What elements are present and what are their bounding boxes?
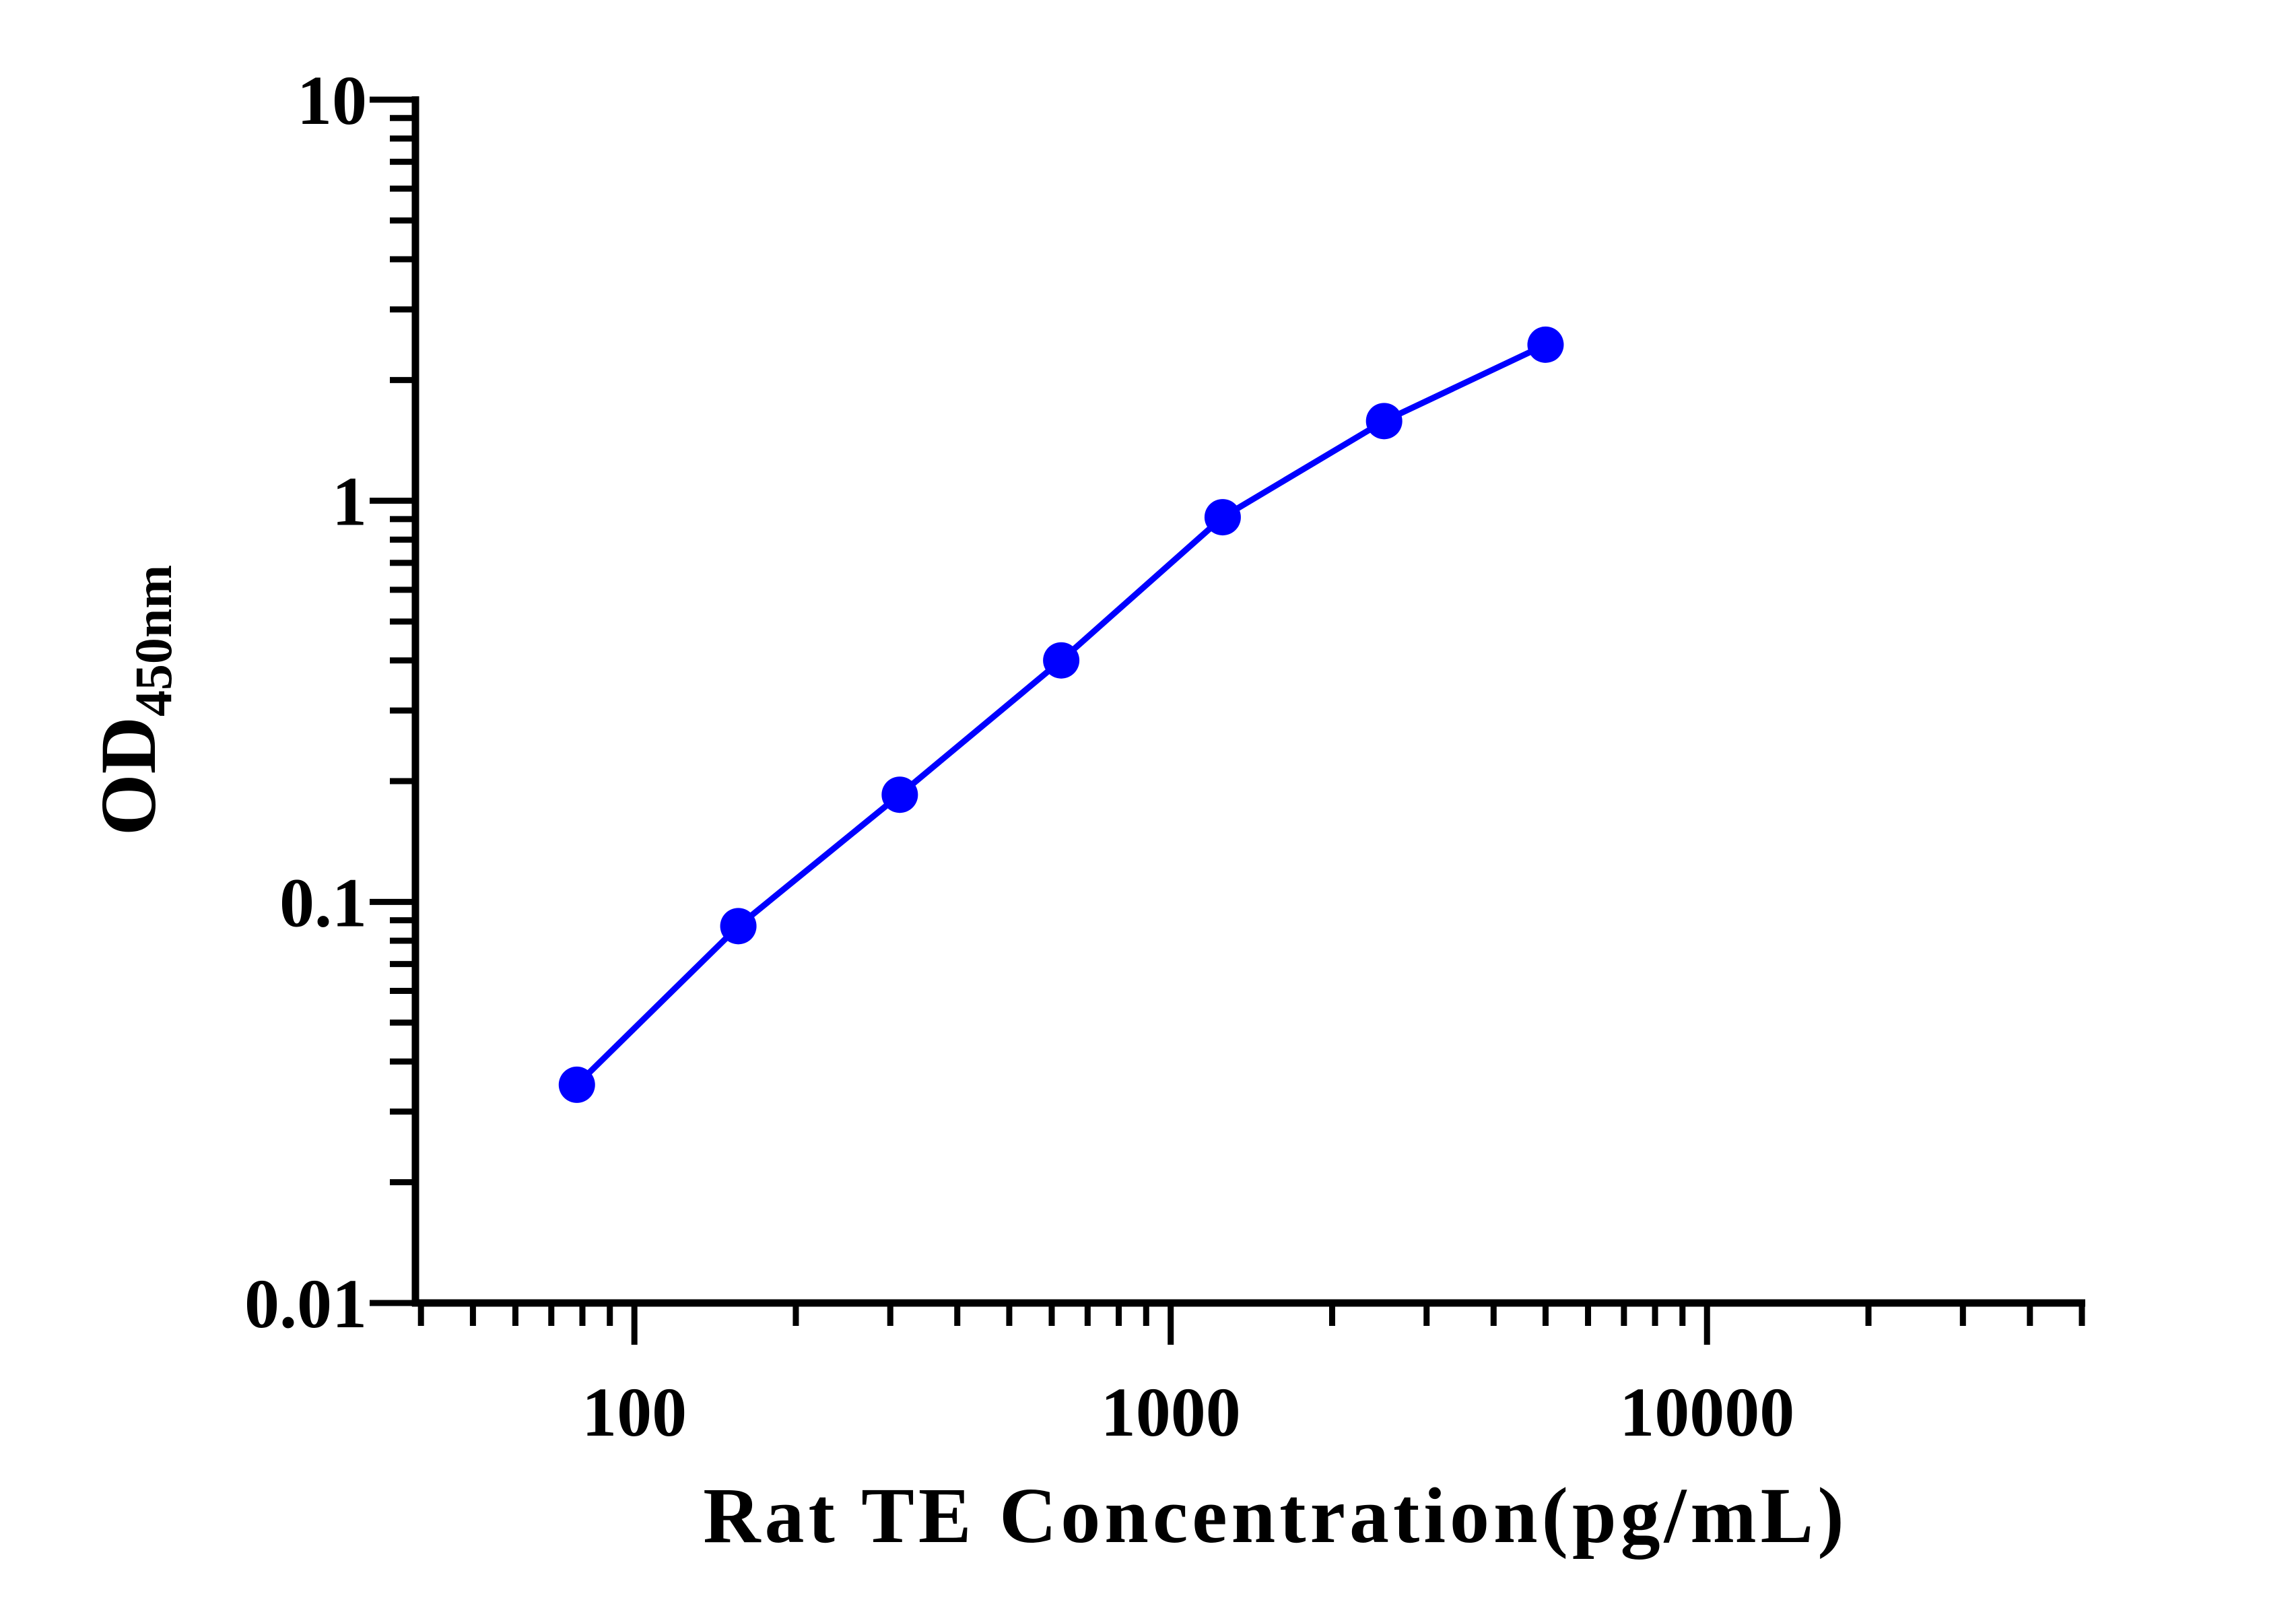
y-tick-label: 0.1 [279, 864, 367, 941]
data-point [881, 776, 918, 813]
data-point [1527, 326, 1564, 363]
y-major-ticks [370, 96, 415, 1306]
data-point [1043, 642, 1080, 679]
x-tick-label: 100 [582, 1374, 687, 1451]
y-tick-label: 10 [297, 62, 367, 139]
y-axis-title: OD450nm [84, 565, 182, 836]
data-point [1365, 403, 1403, 440]
y-axis-title-subscript: 450nm [124, 565, 182, 716]
y-tick-label: 1 [332, 463, 367, 541]
y-minor-ticks [390, 114, 415, 1186]
x-tick-label: 10000 [1619, 1374, 1794, 1451]
x-axis-title: Rat TE Concentration(pg/mL) [703, 1471, 1848, 1560]
y-tick-label: 0.01 [244, 1265, 367, 1343]
x-tick-label: 1000 [1101, 1374, 1241, 1451]
x-minor-ticks [417, 1303, 2085, 1326]
y-tick-labels: 0.01 0.1 1 10 [244, 62, 367, 1343]
y-axis-title-main: OD [84, 716, 172, 836]
data-point [720, 908, 757, 945]
x-major-ticks [631, 1303, 1710, 1345]
data-point [1204, 499, 1241, 536]
data-point [558, 1066, 595, 1103]
data-series [558, 326, 1564, 1103]
series-line [574, 341, 1547, 1088]
x-tick-labels: 100 1000 10000 [582, 1374, 1794, 1451]
